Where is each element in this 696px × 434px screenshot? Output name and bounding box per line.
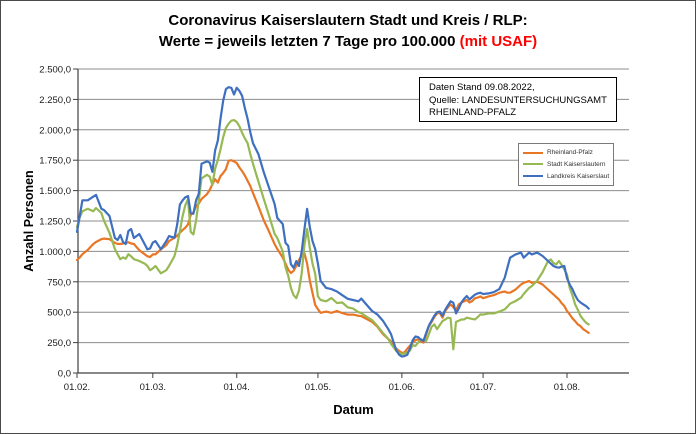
x-axis-title: Datum — [333, 402, 374, 417]
x-tick-label: 01.03. — [140, 382, 166, 393]
y-tick-label: 1.500,0 — [39, 186, 71, 197]
y-tick-label: 0,0 — [58, 369, 71, 380]
data-source-line3: RHEINLAND-PFALZ — [429, 107, 517, 118]
legend-label: Landkreis Kaiserslautern — [547, 172, 609, 180]
y-tick-label: 2.250,0 — [39, 95, 71, 106]
y-tick-label: 750,0 — [47, 277, 71, 288]
x-tick-label: 01.05. — [305, 382, 331, 393]
series-line-landkreis-kaiserslautern — [75, 86, 590, 358]
legend-swatch-orange — [523, 151, 543, 154]
y-axis-title: Anzahl Personen — [22, 170, 36, 272]
data-source-box: Daten Stand 09.08.2022, Quelle: LANDESUN… — [419, 77, 617, 122]
x-tick-label: 01.04. — [224, 382, 250, 393]
chart-legend: Rheinland-Pfalz Stadt Kaiserslautern Lan… — [518, 143, 614, 186]
chart-title-highlight: (mit USAF) — [459, 33, 538, 50]
y-tick-label: 2.500,0 — [39, 65, 71, 76]
x-tick-label: 01.06. — [389, 382, 415, 393]
y-tick-label: 500,0 — [47, 308, 71, 319]
y-tick-label: 1.250,0 — [39, 217, 71, 228]
y-tick-label: 250,0 — [47, 338, 71, 349]
legend-item-stadt-kaiserslautern: Stadt Kaiserslautern — [523, 161, 609, 168]
legend-item-landkreis-kaiserslautern: Landkreis Kaiserslautern — [523, 173, 609, 180]
chart-title-line1: Coronavirus Kaiserslautern Stadt und Kre… — [168, 12, 528, 29]
x-tick-label: 01.07. — [470, 382, 496, 393]
y-tick-label: 1.750,0 — [39, 156, 71, 167]
data-source-line2: Quelle: LANDESUNTERSUCHUNGSAMT — [429, 94, 607, 106]
y-tick-label: 2.000,0 — [39, 125, 71, 136]
legend-swatch-green — [523, 163, 543, 166]
chart-title-line2: Werte = jeweils letzten 7 Tage pro 100.0… — [158, 33, 538, 50]
legend-swatch-blue — [523, 175, 543, 178]
series-line-stadt-kaiserslautern — [75, 118, 590, 356]
data-source-line1: Daten Stand 09.08.2022, — [429, 82, 535, 93]
x-tick-label: 01.08. — [554, 382, 580, 393]
legend-item-rheinland-pfalz: Rheinland-Pfalz — [523, 149, 609, 156]
legend-label: Stadt Kaiserslautern — [547, 160, 606, 168]
series-line-rheinland-pfalz — [75, 159, 590, 354]
chart-title: Coronavirus Kaiserslautern Stadt und Kre… — [1, 10, 695, 52]
x-tick-label: 01.02. — [64, 382, 90, 393]
y-tick-label: 1.000,0 — [39, 247, 71, 258]
legend-label: Rheinland-Pfalz — [547, 149, 593, 157]
